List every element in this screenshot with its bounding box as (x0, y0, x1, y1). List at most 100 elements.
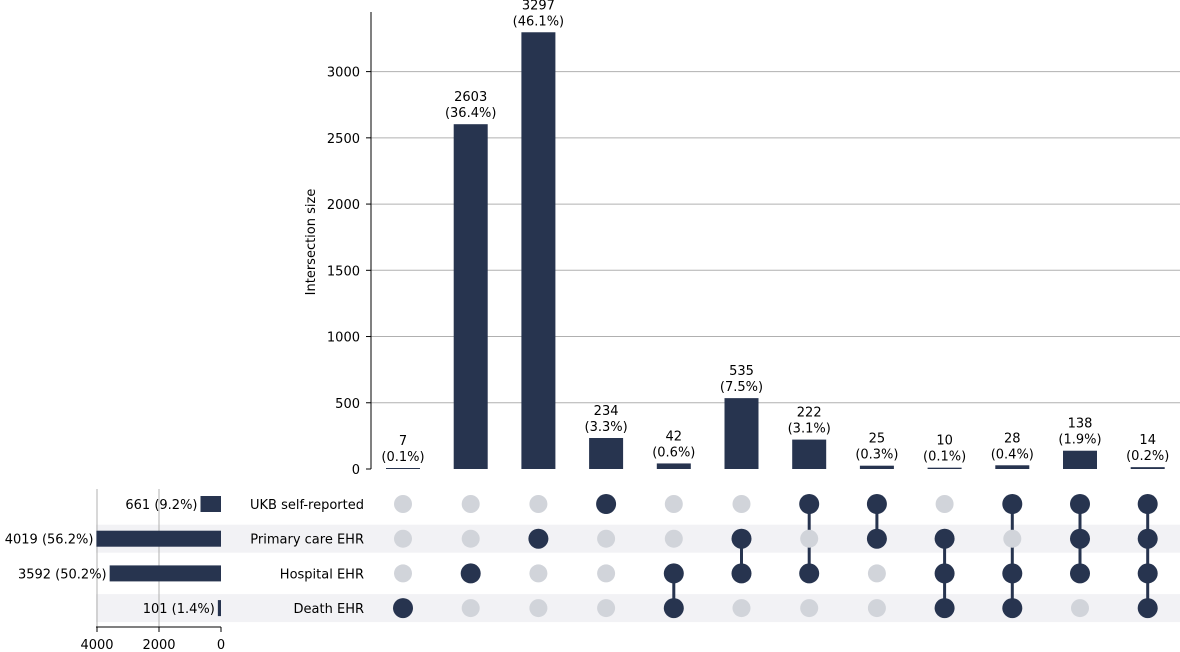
intersection-bar (927, 467, 962, 469)
matrix-dot-active (1137, 563, 1158, 584)
matrix-dot-inactive (394, 564, 412, 583)
matrix-dot-active (731, 528, 752, 549)
matrix-dot-inactive (461, 529, 480, 548)
bar-percent-label: (0.1%) (923, 450, 966, 465)
y-tick-label: 1000 (327, 331, 360, 346)
matrix-dot-active (1002, 494, 1023, 514)
set-size-label: 4019 (56.2%) (5, 533, 94, 548)
matrix-dot-active (1137, 494, 1158, 514)
y-tick-label: 2500 (327, 132, 360, 147)
set-name-label: Primary care EHR (250, 533, 364, 548)
matrix-dot-active (528, 528, 549, 549)
matrix-dot-active (866, 494, 887, 514)
intersection-bar (656, 463, 691, 469)
matrix-dot-inactive (935, 495, 954, 513)
intersection-matrix (393, 494, 1158, 619)
matrix-dot-active (799, 494, 820, 514)
set-size-bar (96, 530, 221, 547)
bar-percent-label: (1.9%) (1058, 433, 1101, 448)
matrix-dot-inactive (1071, 599, 1089, 618)
matrix-dot-inactive (529, 495, 548, 513)
matrix-dot-active (663, 563, 684, 584)
bar-count-label: 234 (594, 404, 619, 419)
matrix-dot-inactive (461, 599, 480, 618)
set-size-label: 3592 (50.2%) (18, 567, 107, 582)
bar-count-label: 7 (399, 434, 407, 449)
y-axis-label: Intersection size (304, 189, 319, 296)
matrix-dot-active (866, 528, 887, 549)
set-size-label: 661 (9.2%) (125, 498, 197, 513)
y-tick-label: 0 (352, 463, 360, 478)
bar-percent-label: (0.1%) (381, 450, 424, 465)
matrix-dot-active (934, 528, 955, 549)
intersection-bar (386, 468, 420, 469)
matrix-dot-active (1002, 598, 1023, 619)
matrix-dot-inactive (597, 529, 616, 548)
matrix-row-stripe (96, 594, 1180, 623)
matrix-dot-inactive (867, 599, 886, 618)
set-size-label: 101 (1.4%) (143, 602, 215, 617)
matrix-dot-active (596, 494, 617, 514)
bar-percent-label: (0.6%) (652, 445, 695, 460)
bar-percent-label: (3.1%) (788, 422, 831, 437)
matrix-dot-inactive (394, 495, 412, 513)
intersection-bars (386, 32, 1165, 469)
matrix-dot-inactive (461, 495, 480, 513)
intersection-bar (589, 438, 624, 469)
matrix-dot-inactive (1003, 529, 1022, 548)
matrix-row-stripe (96, 524, 1180, 553)
set-size-tick-label: 0 (217, 638, 225, 652)
set-size-chart: 661 (9.2%) 4019 (56.2%) 3592 (50.2%) 101 (1… (5, 489, 225, 652)
bar-count-label: 3297 (522, 0, 555, 13)
y-tick-label: 500 (335, 397, 360, 412)
bar-count-label: 138 (1068, 417, 1093, 432)
y-tick-label: 1500 (327, 264, 360, 279)
intersection-bar (995, 465, 1030, 469)
set-size-bar (200, 496, 221, 512)
bar-count-label: 25 (869, 432, 886, 447)
bar-percent-label: (3.3%) (585, 420, 628, 435)
gridlines (371, 71, 1180, 404)
set-size-tick-label: 4000 (80, 638, 113, 652)
intersection-bar (724, 398, 759, 469)
bar-percent-label: (0.3%) (855, 448, 898, 463)
matrix-dot-active (1137, 528, 1158, 549)
set-size-bar (217, 600, 221, 617)
matrix-dot-active (1070, 563, 1090, 584)
set-name-label: UKB self-reported (250, 498, 364, 513)
matrix-dot-inactive (529, 599, 548, 618)
matrix-dot-active (1137, 598, 1158, 619)
matrix-dot-inactive (732, 599, 751, 618)
y-tick-label: 2000 (327, 198, 360, 213)
matrix-dot-active (731, 563, 752, 584)
bar-count-label: 10 (936, 434, 953, 449)
y-tick-label: 3000 (327, 66, 360, 81)
bar-percent-label: (36.4%) (445, 106, 496, 121)
matrix-dot-inactive (529, 564, 548, 583)
bar-count-label: 42 (666, 429, 683, 444)
intersection-bar (792, 439, 827, 469)
bar-count-label: 535 (729, 364, 754, 379)
set-name-label: Death EHR (294, 602, 364, 617)
matrix-dot-inactive (394, 529, 412, 548)
bar-count-label: 28 (1004, 431, 1021, 446)
matrix-dot-active (1070, 494, 1090, 514)
matrix-dot-inactive (800, 599, 819, 618)
set-size-bar (109, 565, 221, 582)
matrix-dot-active (663, 598, 684, 619)
y-axis: 0 500 1000 1500 2000 2500 3000 (327, 12, 372, 478)
intersection-bar (1063, 450, 1097, 469)
set-name-label: Hospital EHR (280, 567, 364, 582)
matrix-dot-active (393, 598, 413, 619)
matrix-dot-inactive (664, 495, 683, 513)
matrix-dot-inactive (664, 529, 683, 548)
intersection-bar (521, 32, 556, 469)
intersection-bar (453, 124, 488, 469)
matrix-dot-active (934, 598, 955, 619)
matrix-dot-active (1070, 528, 1090, 549)
bar-percent-label: (7.5%) (720, 380, 763, 395)
matrix-dot-inactive (800, 529, 819, 548)
matrix-dot-active (934, 563, 955, 584)
bar-count-label: 2603 (454, 90, 487, 105)
matrix-dot-inactive (597, 564, 616, 583)
